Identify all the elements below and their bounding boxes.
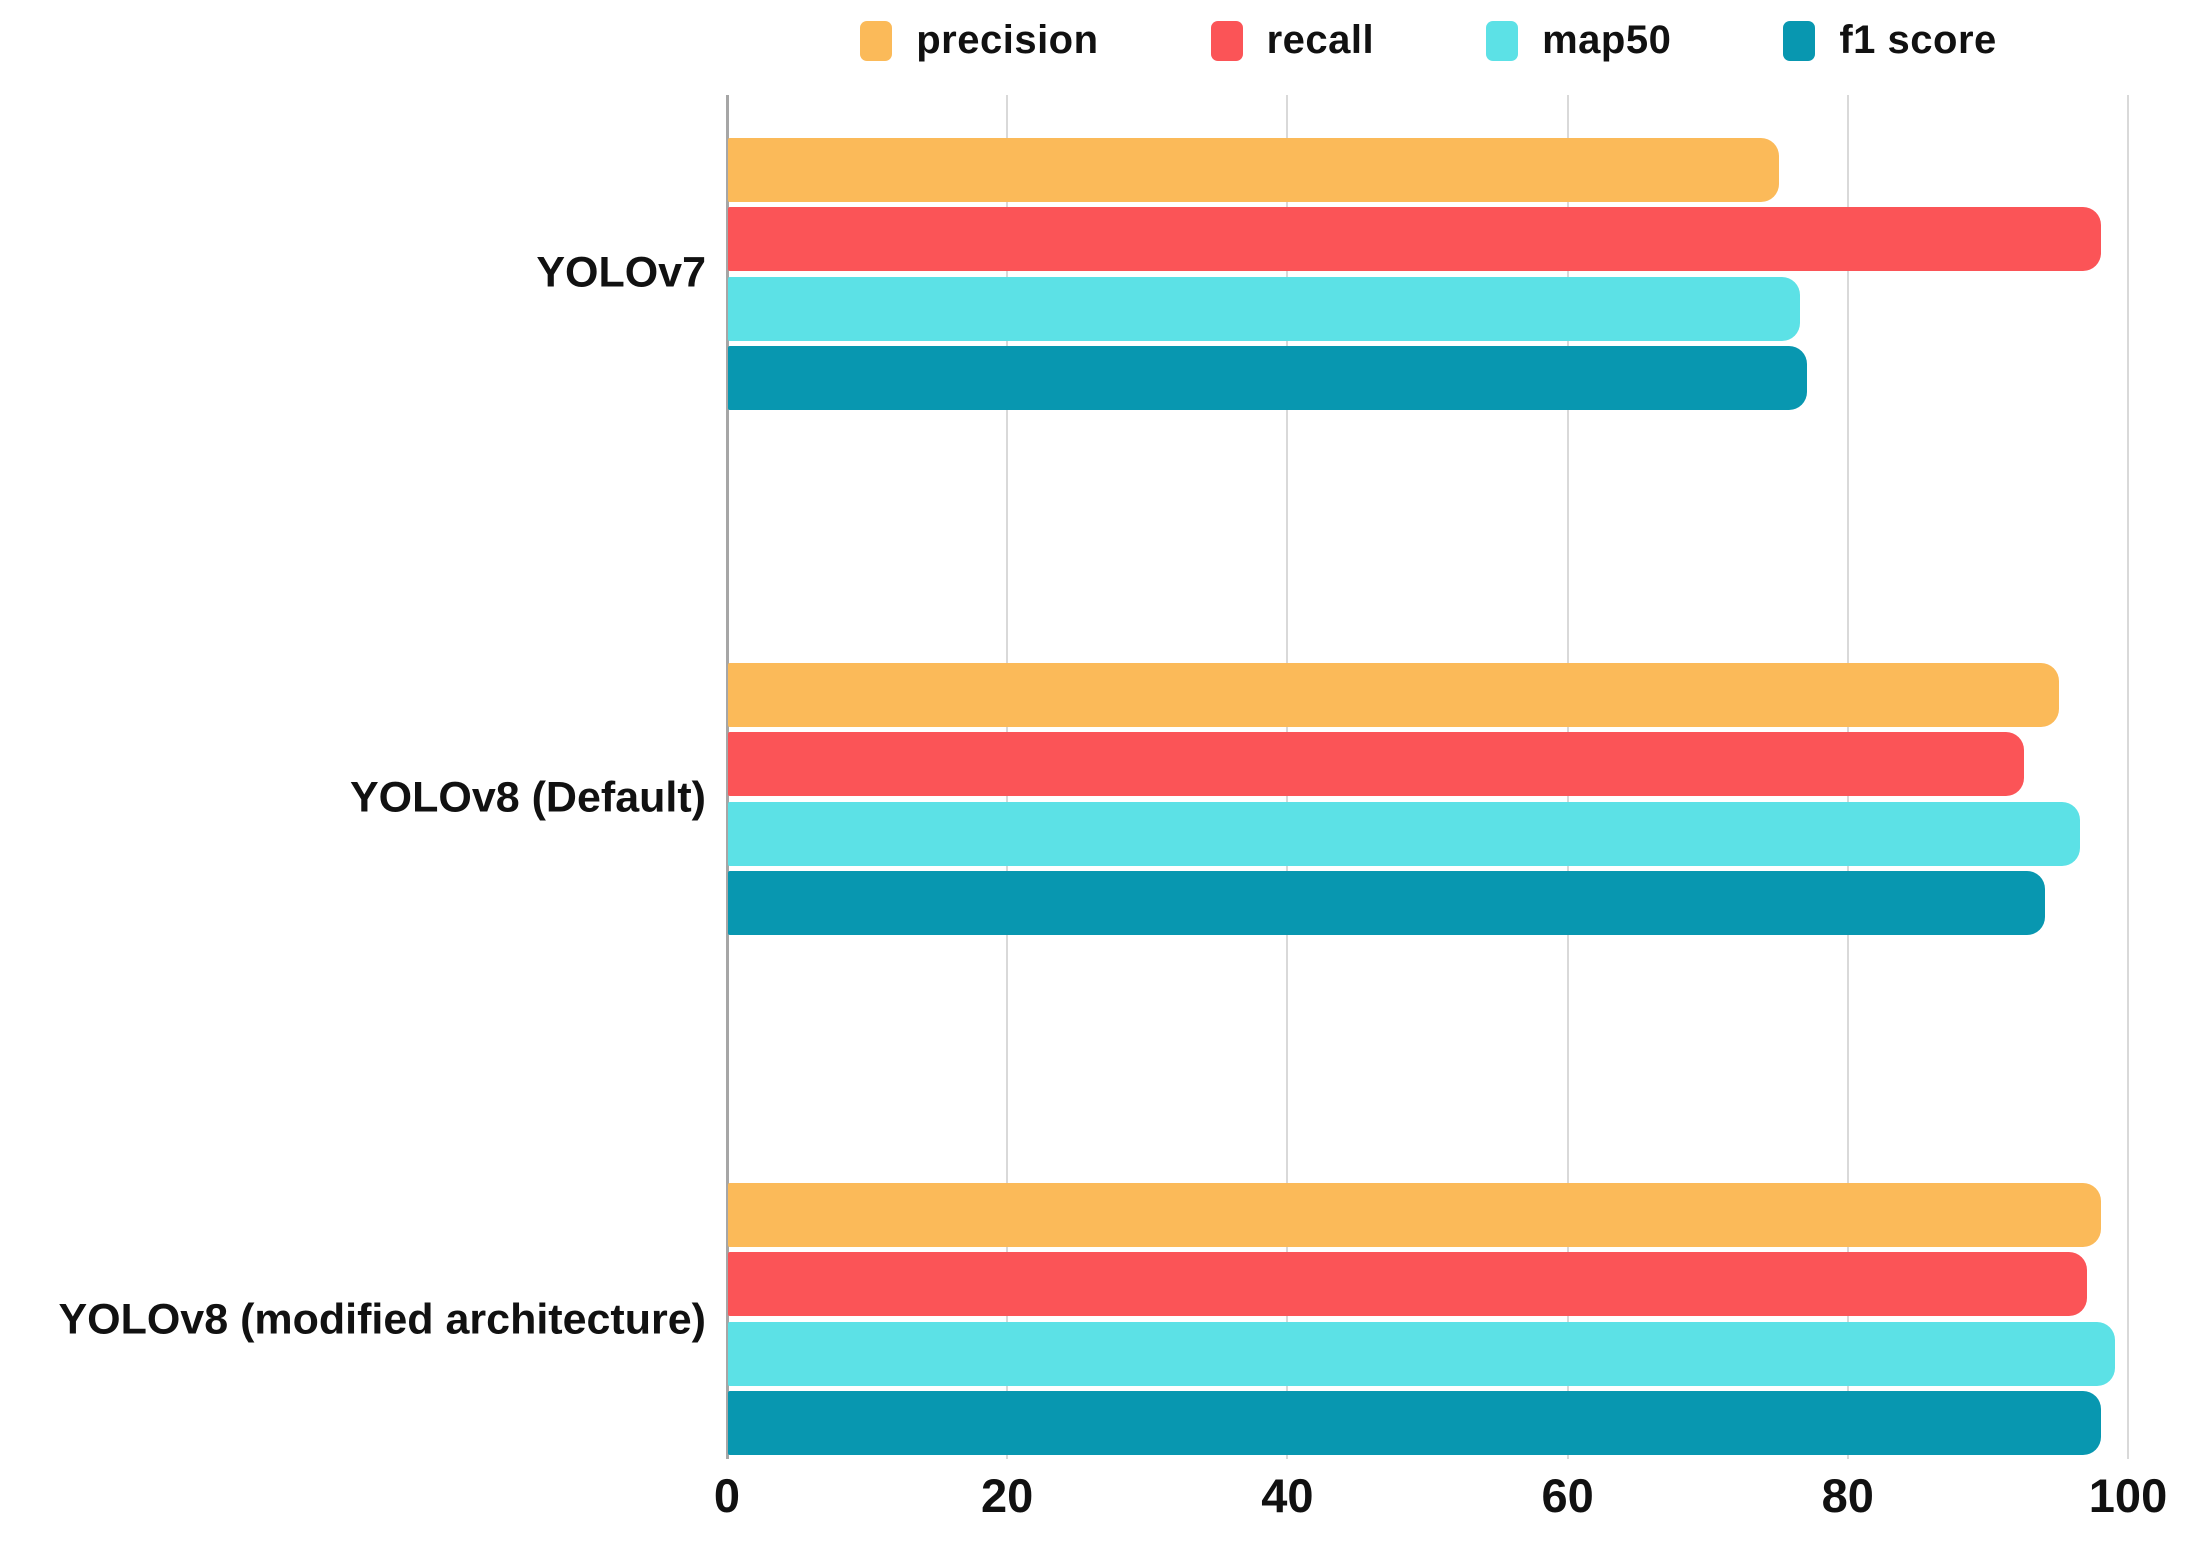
category-label-yolov7: YOLOv7 [536,248,706,297]
legend-label: f1 score [1839,18,1997,62]
x-tick-label-20: 20 [981,1469,1034,1522]
y-axis-line [726,95,729,1459]
category-label-yolov8-modified-architecture: YOLOv8 (modified architecture) [58,1295,706,1344]
legend-item-precision: precision [860,18,1098,63]
legend-item-map50: map50 [1486,18,1671,63]
bar-yolov8-default-recall [728,732,2024,797]
legend-label: map50 [1542,18,1672,62]
bar-yolov8-default-map50 [728,801,2080,866]
bar-yolov8-modified-architecture-f1-score [728,1390,2101,1455]
bar-yolov8-default-precision [728,663,2059,727]
bar-yolov8-modified-architecture-recall [728,1252,2087,1317]
legend-swatch-icon [860,20,893,61]
bar-yolov7-map50 [728,276,1800,341]
x-tick-label-80: 80 [1821,1469,1874,1522]
bar-yolov8-default-f1-score [728,870,2045,935]
legend-swatch-icon [1486,20,1519,61]
legend-swatch-icon [1210,20,1243,61]
legend-label: recall [1266,18,1375,62]
bar-yolov7-recall [728,207,2101,272]
category-label-yolov8-default: YOLOv8 (Default) [350,773,706,822]
x-tick-label-0: 0 [713,1469,741,1522]
legend-item-recall: recall [1210,18,1375,63]
x-tick-label-100: 100 [2088,1469,2168,1522]
x-tick-label-40: 40 [1261,1469,1314,1522]
legend-label: precision [916,18,1099,62]
legend-swatch-icon [1783,20,1816,61]
legend-item-f1-score: f1 score [1783,18,1996,63]
x-tick-label-60: 60 [1541,1469,1594,1522]
chart-legend: precision recall map50 f1 score [727,18,2130,63]
gridline-x-100 [2127,95,2129,1459]
bar-yolov7-precision [728,138,1779,202]
bar-yolov8-modified-architecture-precision [728,1183,2101,1247]
bar-yolov7-f1-score [728,345,1807,410]
chart-plot-area [726,95,2130,1459]
bar-yolov8-modified-architecture-map50 [728,1321,2115,1386]
